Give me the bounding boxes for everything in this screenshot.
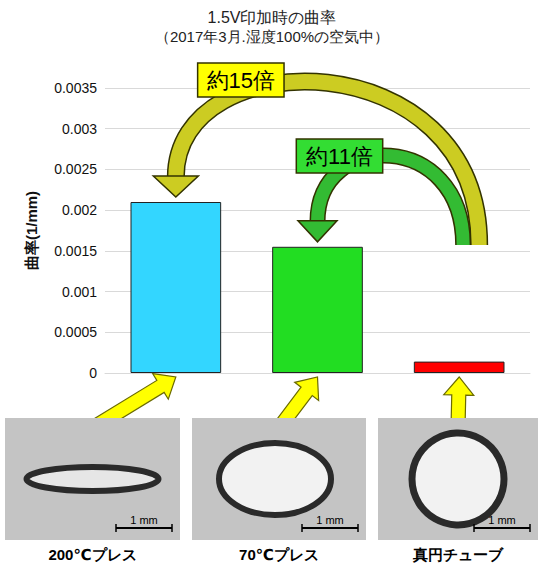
svg-text:真円チューブ: 真円チューブ xyxy=(412,546,504,563)
svg-text:（2017年3月.湿度100%の空気中）: （2017年3月.湿度100%の空気中） xyxy=(155,28,389,45)
svg-text:曲率(1/mm): 曲率(1/mm) xyxy=(23,191,40,270)
svg-text:70℃プレス: 70℃プレス xyxy=(239,546,319,563)
svg-text:0.0005: 0.0005 xyxy=(54,324,97,340)
svg-text:200℃プレス: 200℃プレス xyxy=(48,546,136,563)
svg-text:約11倍: 約11倍 xyxy=(306,144,373,169)
svg-text:0.0015: 0.0015 xyxy=(54,243,97,259)
svg-text:1.5V印加時の曲率: 1.5V印加時の曲率 xyxy=(208,9,337,26)
svg-text:0.002: 0.002 xyxy=(62,202,97,218)
svg-text:1 mm: 1 mm xyxy=(316,514,344,526)
svg-text:0: 0 xyxy=(89,365,97,381)
svg-text:1 mm: 1 mm xyxy=(130,514,158,526)
svg-text:0.003: 0.003 xyxy=(62,121,97,137)
svg-text:1 mm: 1 mm xyxy=(488,514,516,526)
svg-text:0.0035: 0.0035 xyxy=(54,80,97,96)
svg-text:0.001: 0.001 xyxy=(62,284,97,300)
svg-text:0.0025: 0.0025 xyxy=(54,161,97,177)
svg-text:約15倍: 約15倍 xyxy=(207,68,275,93)
